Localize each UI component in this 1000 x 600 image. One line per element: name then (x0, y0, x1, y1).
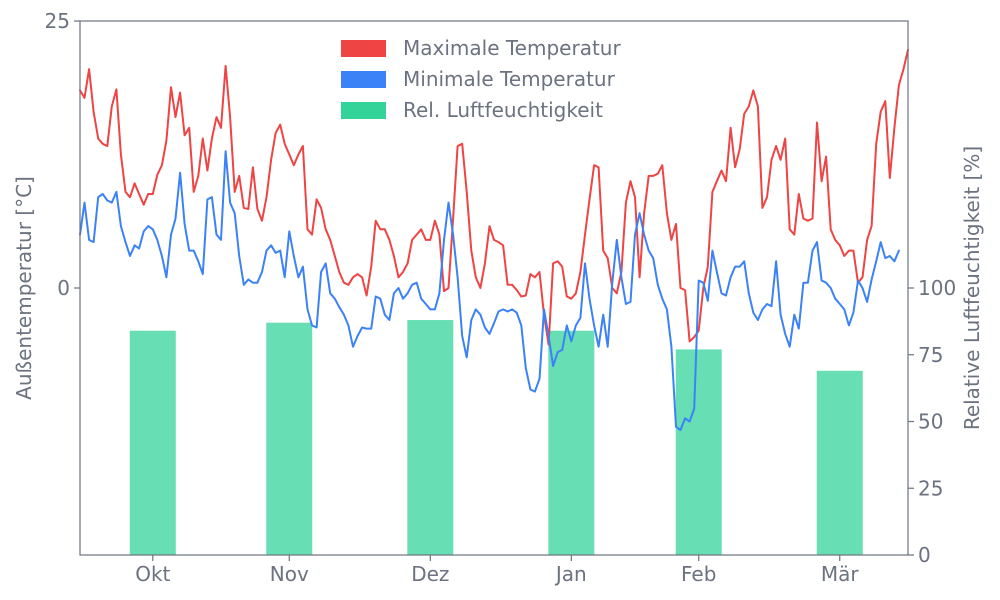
x-tick-label: Jan (554, 562, 587, 586)
min-temperature-line (79, 150, 900, 431)
legend-humidity-label: Rel. Luftfeuchtigkeit (403, 98, 603, 122)
humidity-bar (129, 330, 176, 555)
y-right-tick-label: 25 (918, 476, 943, 500)
y-axis-right-title: Relative Luftfeuchtigkeit [%] (960, 146, 984, 430)
x-tick-label: Nov (270, 562, 309, 586)
legend-min-temperature-label: Minimale Temperatur (403, 67, 616, 91)
humidity-bars (129, 320, 863, 555)
y-right-tick-label: 50 (918, 410, 943, 434)
y-left-tick-label: 0 (57, 276, 70, 300)
humidity-bar (675, 349, 722, 555)
legend-max-temperature-label: Maximale Temperatur (403, 36, 621, 60)
humidity-bar (816, 370, 863, 555)
x-tick-label: Feb (681, 562, 716, 586)
max-temperature-line (79, 48, 909, 346)
y-right-tick-label: 100 (918, 276, 956, 300)
y-left-tick-label: 25 (45, 9, 70, 33)
legend-min-temperature-swatch (341, 71, 386, 88)
legend-humidity-swatch (341, 102, 386, 119)
chart-legend: Maximale Temperatur Minimale Temperatur Re… (341, 36, 621, 122)
x-tick-label: Dez (411, 562, 449, 586)
humidity-bar (266, 322, 313, 555)
humidity-bar (407, 320, 454, 555)
y-right-tick-label: 75 (918, 343, 943, 367)
x-tick-label: Mär (821, 562, 860, 586)
temperature-lines (79, 48, 909, 431)
axis-ticks: 25 0 0 25 50 75 100 Okt Nov Dez Jan Feb Mär (45, 9, 957, 586)
humidity-bar (548, 330, 595, 555)
y-right-tick-label: 0 (918, 543, 931, 567)
y-axis-left-title: Außentemperatur [°C] (12, 176, 36, 400)
legend-max-temperature-swatch (341, 40, 386, 57)
x-tick-label: Okt (135, 562, 170, 586)
